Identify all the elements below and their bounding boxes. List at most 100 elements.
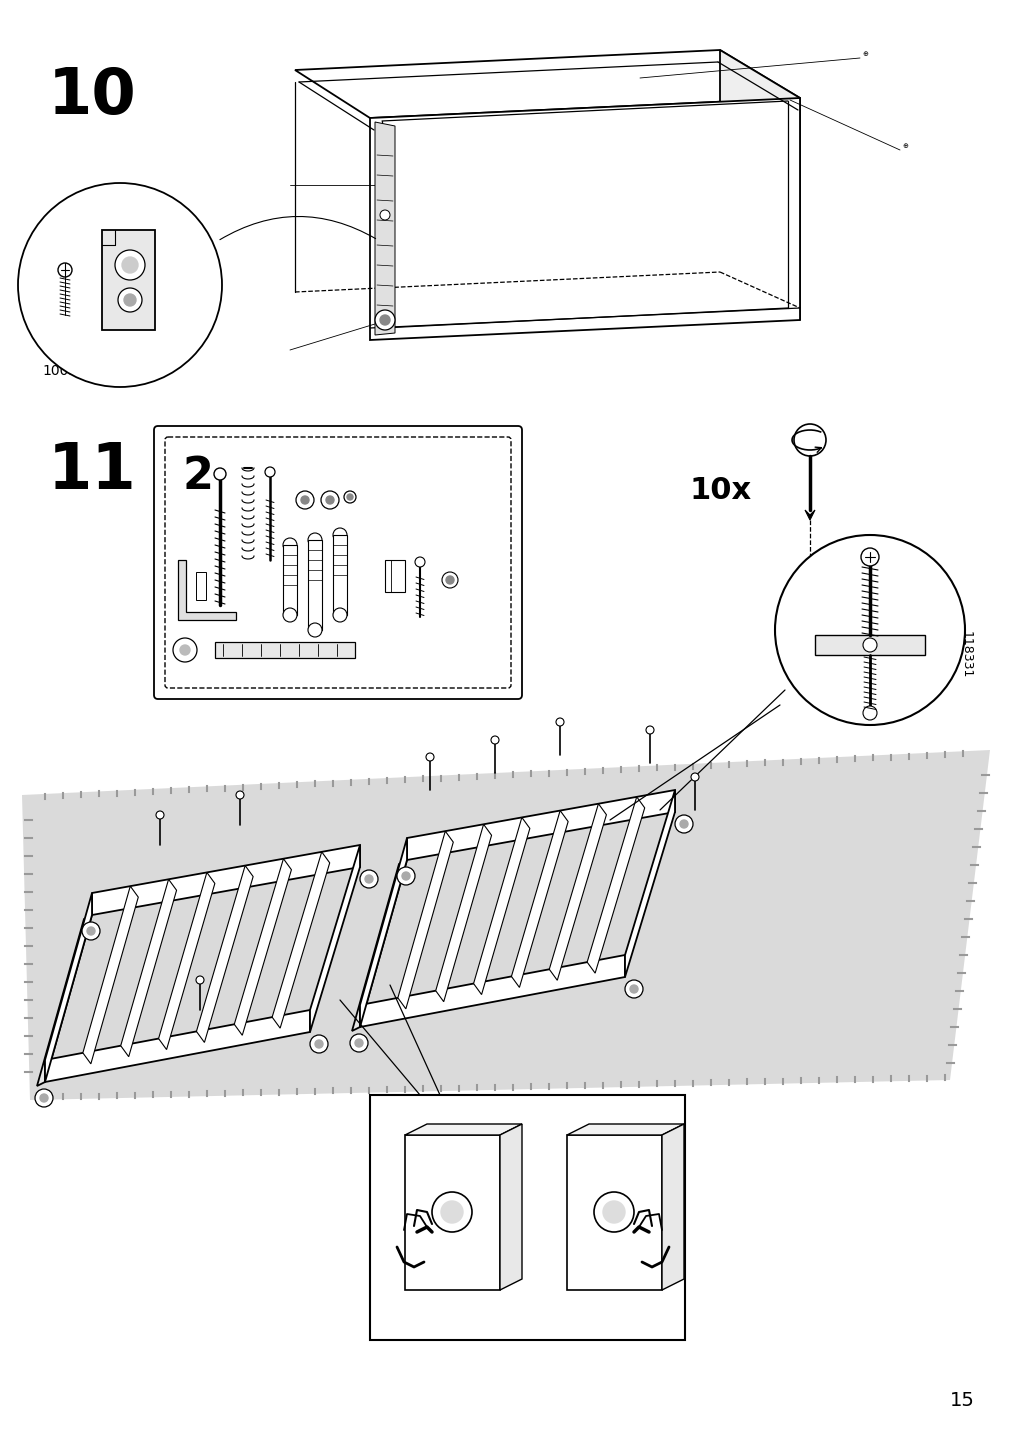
Text: 4x: 4x [42,215,76,239]
Circle shape [674,815,693,833]
Polygon shape [586,796,644,974]
Bar [307,540,321,630]
Bar [370,1095,684,1340]
Polygon shape [375,122,394,335]
Polygon shape [295,50,800,117]
Circle shape [365,875,373,884]
Bar [283,546,296,614]
Polygon shape [436,825,491,1002]
Polygon shape [511,811,567,988]
Polygon shape [473,818,530,995]
Circle shape [196,977,204,984]
Bar [333,536,347,614]
Circle shape [344,491,356,503]
Circle shape [375,309,394,329]
Polygon shape [178,560,236,620]
Polygon shape [549,803,606,981]
Circle shape [432,1191,471,1232]
Polygon shape [159,872,214,1050]
Polygon shape [406,790,674,861]
Polygon shape [352,861,406,1031]
Polygon shape [661,1124,683,1290]
Circle shape [295,491,313,508]
Circle shape [860,548,879,566]
Circle shape [82,922,100,939]
Circle shape [300,495,308,504]
Circle shape [603,1201,625,1223]
Circle shape [213,468,225,480]
Polygon shape [44,1010,309,1083]
Circle shape [283,538,296,551]
Circle shape [401,872,409,881]
Circle shape [490,736,498,745]
Circle shape [118,288,142,312]
Polygon shape [370,97,800,339]
Text: 2: 2 [183,455,213,498]
Text: 10: 10 [48,64,136,127]
Bar [384,560,404,591]
Circle shape [124,294,135,306]
Circle shape [40,1094,48,1103]
Circle shape [265,467,275,477]
Circle shape [347,494,353,500]
Circle shape [35,1088,53,1107]
Circle shape [309,1035,328,1053]
Text: ⊕: ⊕ [901,143,907,149]
Polygon shape [404,1136,499,1290]
Circle shape [320,491,339,508]
Circle shape [446,576,454,584]
Circle shape [307,533,321,547]
Circle shape [555,717,563,726]
Circle shape [645,726,653,735]
Circle shape [396,866,415,885]
Text: 10x: 10x [690,475,751,504]
Circle shape [679,821,687,828]
Polygon shape [92,845,360,915]
Circle shape [360,871,378,888]
Polygon shape [120,879,176,1057]
Circle shape [333,609,347,621]
Text: 100365: 100365 [42,364,95,378]
Circle shape [625,979,642,998]
FancyBboxPatch shape [154,425,522,699]
Circle shape [442,571,458,589]
Polygon shape [235,859,291,1035]
Circle shape [862,706,877,720]
Circle shape [180,644,190,654]
Polygon shape [499,1124,522,1290]
Circle shape [379,211,389,221]
Circle shape [355,1040,363,1047]
Circle shape [794,424,825,455]
Polygon shape [360,838,406,1027]
Circle shape [426,753,434,760]
Polygon shape [625,790,674,977]
Circle shape [862,639,877,652]
Polygon shape [102,231,155,329]
Circle shape [350,1034,368,1053]
Circle shape [307,623,321,637]
Text: 15: 15 [949,1390,974,1411]
Circle shape [326,495,334,504]
Circle shape [156,811,164,819]
Circle shape [593,1191,633,1232]
Polygon shape [37,915,92,1085]
Bar [814,634,924,654]
Bar [196,571,206,600]
Polygon shape [22,750,989,1100]
Circle shape [314,1040,323,1048]
Circle shape [333,528,347,541]
Circle shape [630,985,637,992]
Text: ⊕: ⊕ [861,52,867,57]
Circle shape [441,1201,463,1223]
Polygon shape [804,510,814,520]
Polygon shape [566,1136,661,1290]
Polygon shape [397,831,453,1010]
Circle shape [415,557,425,567]
Polygon shape [309,845,360,1032]
Polygon shape [44,894,92,1083]
Circle shape [122,256,137,274]
Polygon shape [196,865,253,1042]
Text: 118331: 118331 [959,632,972,679]
Circle shape [58,263,72,276]
Circle shape [774,536,964,725]
